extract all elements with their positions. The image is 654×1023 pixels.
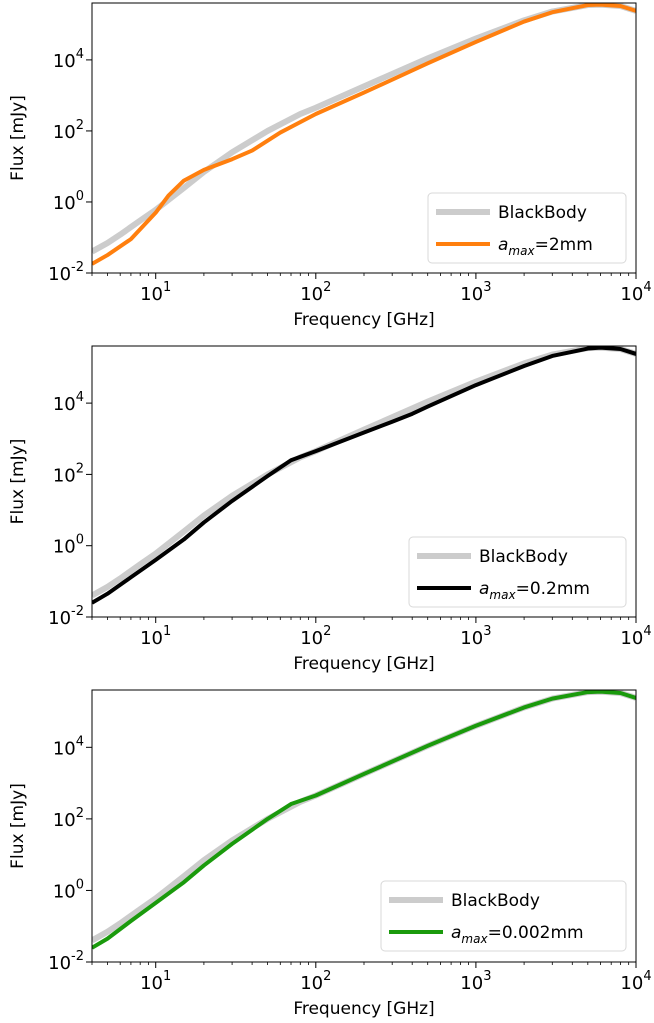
legend: BlackBody amax=2mm <box>427 192 627 264</box>
legend: BlackBody amax=0.002mm <box>380 880 627 952</box>
y-tick-label: 10-2 <box>48 949 84 974</box>
x-tick-label: 102 <box>300 969 331 994</box>
legend-label-amax: amax=2mm <box>498 235 593 258</box>
legend-label-amax: amax=0.002mm <box>451 923 584 946</box>
y-tick-label: 102 <box>53 118 84 143</box>
y-tick-label: 100 <box>53 189 84 214</box>
plot-area <box>92 690 636 950</box>
legend-label-blackbody: BlackBody <box>498 203 587 223</box>
legend-label-blackbody: BlackBody <box>451 891 540 911</box>
x-tick-label: 102 <box>300 280 331 305</box>
y-tick-label: 100 <box>53 533 84 558</box>
x-axis-label: Frequency [GHz] <box>293 999 434 1019</box>
y-tick-label: 100 <box>53 877 84 902</box>
y-axis-label: Flux [mJy] <box>8 783 28 869</box>
y-tick-label: 104 <box>53 734 84 759</box>
legend: BlackBody amax=0.2mm <box>408 536 627 608</box>
chart-panel-3: 101 102 103 104 10-2 100 102 104 Frequency [GHz]… <box>8 689 652 1019</box>
x-axis-label: Frequency [GHz] <box>293 310 434 330</box>
y-tick-label: 104 <box>53 390 84 415</box>
y-axis-label: Flux [mJy] <box>8 95 28 181</box>
series-line-amax <box>92 346 636 605</box>
x-tick-label: 103 <box>460 624 491 649</box>
x-axis-label: Frequency [GHz] <box>293 654 434 674</box>
x-tick-label: 102 <box>300 624 331 649</box>
legend-label-blackbody: BlackBody <box>479 547 568 567</box>
chart-panel-2: 101 102 103 104 10-2 100 102 104 Frequency [GHz]… <box>8 345 652 674</box>
chart-panel-1: 101 102 103 104 10-2 100 102 104 Frequency [GHz]… <box>8 2 652 330</box>
x-tick-label: 103 <box>460 280 491 305</box>
x-tick-label: 104 <box>620 969 651 994</box>
legend-label-amax: amax=0.2mm <box>479 579 590 602</box>
x-tick-label: 101 <box>140 624 171 649</box>
x-tick-label: 103 <box>460 969 491 994</box>
y-tick-label: 10-2 <box>48 260 84 285</box>
y-tick-label: 10-2 <box>48 604 84 629</box>
y-tick-label: 104 <box>53 47 84 72</box>
x-tick-label: 101 <box>140 280 171 305</box>
plot-area <box>92 3 636 266</box>
x-tick-label: 101 <box>140 969 171 994</box>
y-tick-label: 102 <box>53 806 84 831</box>
series-line-amax <box>92 3 636 266</box>
y-axis-label: Flux [mJy] <box>8 439 28 525</box>
y-tick-label: 102 <box>53 461 84 486</box>
x-tick-label: 104 <box>620 280 651 305</box>
plot-area <box>92 346 636 605</box>
x-tick-label: 104 <box>620 624 651 649</box>
series-line-amax <box>92 690 636 950</box>
